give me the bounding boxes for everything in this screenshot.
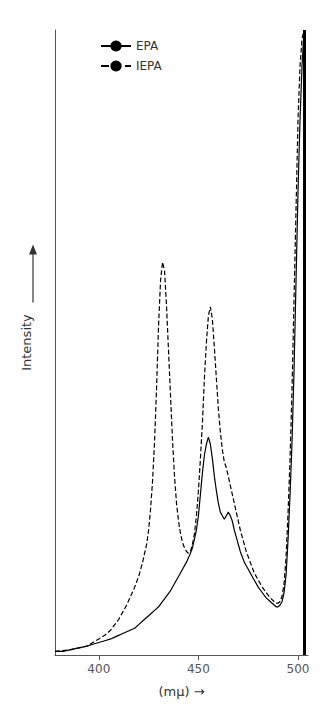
svg-text:Intensity: Intensity [19, 314, 34, 371]
svg-text:500: 500 [287, 662, 310, 676]
svg-text:(mμ) →: (mμ) → [158, 684, 204, 699]
svg-text:400: 400 [87, 662, 110, 676]
svg-text:EPA: EPA [136, 39, 159, 53]
svg-text:450: 450 [187, 662, 210, 676]
svg-text:IEPA: IEPA [136, 59, 163, 73]
